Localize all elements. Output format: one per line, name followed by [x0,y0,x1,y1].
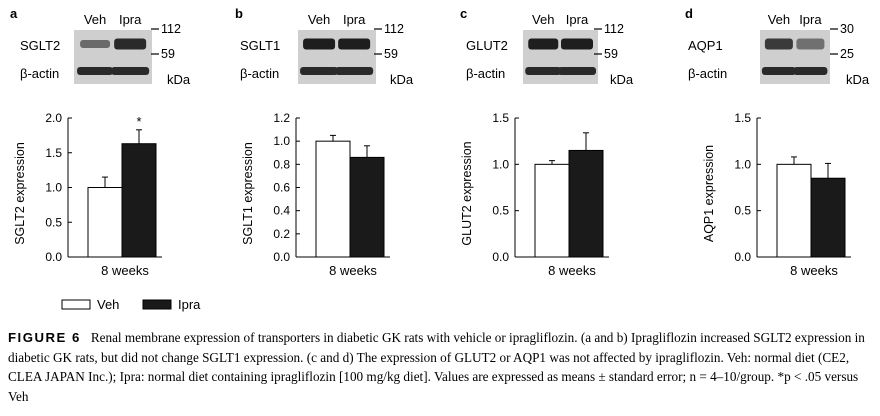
blot-band [525,67,562,75]
panel-letter: a [10,6,18,21]
y-axis-label: GLUT2 expression [460,141,474,245]
panel-letter: d [685,6,693,21]
blot-band [80,40,111,48]
legend: Veh Ipra [61,297,201,312]
blot-row-label: β-actin [688,66,727,81]
kda-label: kDa [610,72,634,87]
y-tick-label: 0.0 [734,250,751,264]
lane-label-ipra: Ipra [343,12,366,27]
blot-row-label: GLUT2 [466,38,508,53]
y-tick-label: 1.0 [492,157,509,171]
y-tick-label: 1.5 [734,111,751,125]
bar-ipra [121,143,157,258]
blot-band [77,67,114,75]
caption-text: Renal membrane expression of transporter… [8,330,865,404]
y-tick-label: 0.5 [45,215,62,229]
bar-ipra [810,177,846,258]
figure-caption: FIGURE 6 Renal membrane expression of tra… [8,328,872,406]
y-tick-label: 0.4 [273,204,290,218]
marker-label: 59 [604,47,618,61]
legend-swatch-ipra [142,299,172,310]
caption-label: FIGURE 6 [8,330,81,345]
marker-label: 59 [384,47,398,61]
y-tick-label: 0.6 [273,181,290,195]
blot-row-label: SGLT2 [20,38,60,53]
legend-label-veh: Veh [97,297,119,312]
lane-label-veh: Veh [308,12,330,27]
bar-ipra [349,156,385,258]
bar-veh [315,140,351,258]
bar-veh [534,163,570,258]
legend-swatch-veh [61,299,91,310]
y-axis-label: SGLT1 expression [241,142,255,245]
y-tick-label: 0.5 [734,204,751,218]
y-tick-label: 0.0 [273,250,290,264]
y-tick-label: 2.0 [45,111,62,125]
marker-label: 112 [604,22,624,36]
kda-label: kDa [846,72,870,87]
blot-band [796,38,825,50]
x-axis-label: 8 weeks [790,263,838,278]
y-tick-label: 1.5 [45,146,62,160]
x-axis-label: 8 weeks [101,263,149,278]
panel-letter: c [460,6,467,21]
bar-veh [87,187,123,258]
blot-row-label: β-actin [466,66,505,81]
blot-row-label: β-actin [20,66,59,81]
blot-band [111,67,150,75]
blot-band [764,38,793,50]
lane-label-veh: Veh [768,12,790,27]
blot-band [761,67,796,75]
kda-label: kDa [167,72,191,87]
blot-band [561,38,593,50]
panel-d: d Veh Ipra AQP1 β-actin 30 25 kDa 0.0 0.5 1.0 1.5 AQ… [685,6,870,278]
lane-label-veh: Veh [84,12,106,27]
panel-letter: b [235,6,243,21]
panel-c: c Veh Ipra GLUT2 β-actin 112 59 kDa 0.0 0.5 1.0 1.5… [460,6,634,278]
y-tick-label: 0.0 [45,250,62,264]
blot-row-label: AQP1 [688,38,723,53]
y-tick-label: 1.0 [45,181,62,195]
blot-row-label: β-actin [240,66,279,81]
y-tick-label: 1.5 [492,111,509,125]
marker-label: 25 [840,47,854,61]
lane-label-veh: Veh [532,12,554,27]
marker-label: 59 [161,47,175,61]
significance-marker: * [136,114,141,129]
lane-label-ipra: Ipra [119,12,142,27]
lane-label-ipra: Ipra [799,12,822,27]
blot-band [793,67,828,75]
y-tick-label: 0.5 [492,204,509,218]
panel-b: b Veh Ipra SGLT1 β-actin 112 59 kDa 0.0 0.2 0.4 0.6… [235,6,414,278]
blot-band [114,38,147,50]
x-axis-label: 8 weeks [548,263,596,278]
blot-band [338,38,371,50]
blot-band [528,38,559,50]
figure-panels: a Veh Ipra SGLT2 β-actin 112 59 kDa 0.0 0.5 1.0 1.5… [10,6,870,312]
marker-label: 112 [384,22,404,36]
blot-row-label: SGLT1 [240,38,280,53]
marker-label: 30 [840,22,854,36]
y-tick-label: 0.2 [273,227,290,241]
y-tick-label: 1.2 [273,111,290,125]
blot-band [335,67,374,75]
kda-label: kDa [390,72,414,87]
blot-band [303,38,336,50]
y-tick-label: 1.0 [734,157,751,171]
y-axis-label: AQP1 expression [702,145,716,242]
x-axis-label: 8 weeks [329,263,377,278]
y-tick-label: 1.0 [273,134,290,148]
panel-a: a Veh Ipra SGLT2 β-actin 112 59 kDa 0.0 0.5 1.0 1.5… [10,6,191,278]
y-tick-label: 0.0 [492,250,509,264]
blot-band [300,67,339,75]
bar-veh [776,163,812,258]
y-axis-label: SGLT2 expression [13,142,27,245]
bar-ipra [568,149,604,258]
y-tick-label: 0.8 [273,157,290,171]
blot-band [558,67,596,75]
lane-label-ipra: Ipra [566,12,589,27]
legend-label-ipra: Ipra [178,297,201,312]
marker-label: 112 [161,22,181,36]
